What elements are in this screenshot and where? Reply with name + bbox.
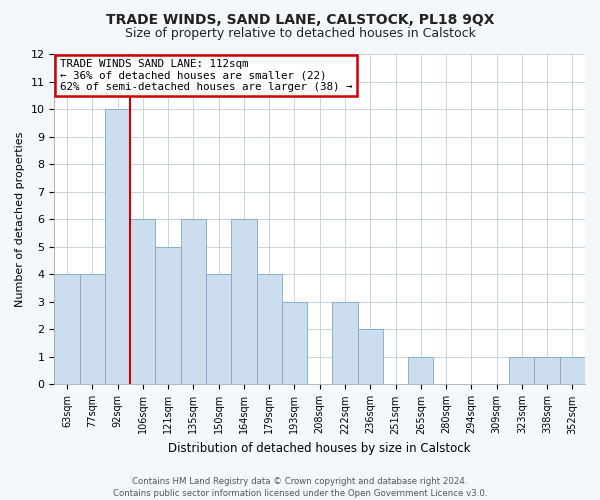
Text: TRADE WINDS, SAND LANE, CALSTOCK, PL18 9QX: TRADE WINDS, SAND LANE, CALSTOCK, PL18 9… — [106, 12, 494, 26]
Bar — [560, 357, 585, 384]
Bar — [408, 357, 433, 384]
Bar — [155, 247, 181, 384]
Bar — [80, 274, 105, 384]
Bar — [509, 357, 535, 384]
Bar — [105, 109, 130, 384]
Bar — [55, 274, 80, 384]
Bar — [206, 274, 231, 384]
Bar — [282, 302, 307, 384]
Bar — [130, 219, 155, 384]
Y-axis label: Number of detached properties: Number of detached properties — [15, 132, 25, 307]
Bar — [535, 357, 560, 384]
Bar — [332, 302, 358, 384]
Text: TRADE WINDS SAND LANE: 112sqm
← 36% of detached houses are smaller (22)
62% of s: TRADE WINDS SAND LANE: 112sqm ← 36% of d… — [60, 59, 352, 92]
Text: Contains HM Land Registry data © Crown copyright and database right 2024.
Contai: Contains HM Land Registry data © Crown c… — [113, 476, 487, 498]
Text: Size of property relative to detached houses in Calstock: Size of property relative to detached ho… — [125, 28, 475, 40]
Bar — [231, 219, 257, 384]
X-axis label: Distribution of detached houses by size in Calstock: Distribution of detached houses by size … — [169, 442, 471, 455]
Bar — [257, 274, 282, 384]
Bar — [358, 330, 383, 384]
Bar — [181, 219, 206, 384]
